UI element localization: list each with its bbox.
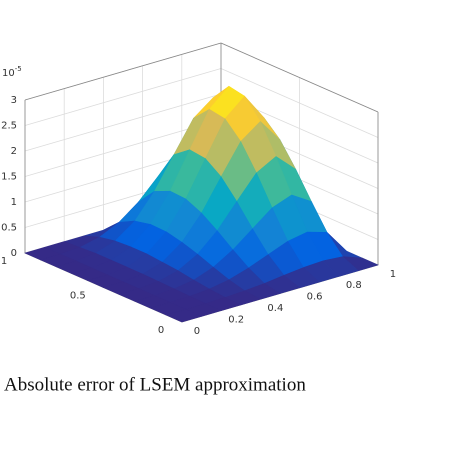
x-tick-label: 0.4 xyxy=(267,303,283,314)
surface-patch xyxy=(165,309,203,323)
axis-line xyxy=(24,42,222,101)
x-tick-label: 0.8 xyxy=(346,280,362,291)
x-tick-label: 0.2 xyxy=(228,314,244,325)
z-tick-label: 2.5 xyxy=(1,121,17,132)
z-tick-label: 2 xyxy=(11,146,17,157)
caption: Absolute error of LSEM approximation xyxy=(4,374,306,395)
z-tick-label: 0 xyxy=(11,248,17,259)
z-tick-label: 3 xyxy=(11,95,17,106)
z-tick-label: 0.5 xyxy=(1,223,17,234)
z-multiplier: 10-5 xyxy=(2,65,22,79)
grid-line xyxy=(24,68,222,126)
grid-line xyxy=(24,93,222,152)
y-tick-label: 0 xyxy=(158,325,164,336)
x-tick-label: 0 xyxy=(194,326,200,337)
z-multiplier-exponent: -5 xyxy=(15,65,22,73)
z-tick-label: 1 xyxy=(11,197,17,208)
x-tick-label: 1 xyxy=(390,269,396,280)
z-multiplier-base: 10 xyxy=(2,68,15,79)
x-tick-label: 0.6 xyxy=(307,292,323,303)
z-tick-label: 1.5 xyxy=(1,172,17,183)
axis-line xyxy=(220,42,379,113)
y-tick-label: 1 xyxy=(1,256,7,267)
y-tick-label: 0.5 xyxy=(70,290,86,301)
